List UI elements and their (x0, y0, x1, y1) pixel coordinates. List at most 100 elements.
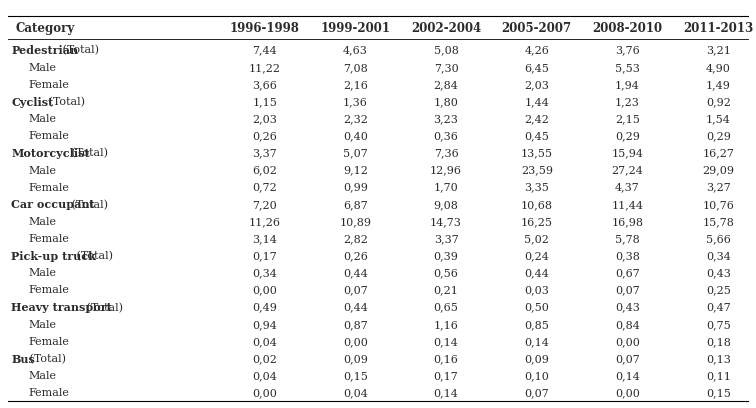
Text: 2,03: 2,03 (253, 114, 277, 124)
Text: 0,44: 0,44 (525, 268, 549, 278)
Text: 0,49: 0,49 (253, 303, 277, 313)
Text: Female: Female (28, 131, 69, 141)
Text: 1,44: 1,44 (525, 97, 549, 107)
Text: 2008-2010: 2008-2010 (593, 22, 662, 35)
Text: 1,70: 1,70 (434, 183, 458, 193)
Text: Male: Male (28, 114, 56, 124)
Text: 3,66: 3,66 (253, 80, 277, 90)
Text: (Total): (Total) (69, 148, 109, 159)
Text: 0,16: 0,16 (434, 354, 458, 364)
Text: 0,00: 0,00 (615, 337, 640, 347)
Text: 0,14: 0,14 (434, 337, 458, 347)
Text: 0,72: 0,72 (253, 183, 277, 193)
Text: Male: Male (28, 166, 56, 175)
Text: 0,44: 0,44 (343, 303, 367, 313)
Text: 1,54: 1,54 (706, 114, 730, 124)
Text: 0,00: 0,00 (343, 337, 367, 347)
Text: 12,96: 12,96 (430, 166, 462, 175)
Text: 0,36: 0,36 (434, 131, 458, 141)
Text: 2,16: 2,16 (343, 80, 367, 90)
Text: 5,02: 5,02 (525, 234, 549, 244)
Text: 0,07: 0,07 (615, 286, 640, 295)
Text: 0,43: 0,43 (615, 303, 640, 313)
Text: 1,23: 1,23 (615, 97, 640, 107)
Text: 1,15: 1,15 (253, 97, 277, 107)
Text: Male: Male (28, 63, 56, 73)
Text: 0,40: 0,40 (343, 131, 367, 141)
Text: 2,82: 2,82 (343, 234, 367, 244)
Text: (Total): (Total) (69, 200, 109, 210)
Text: 3,35: 3,35 (525, 183, 549, 193)
Text: 0,07: 0,07 (525, 388, 549, 398)
Text: 1,80: 1,80 (434, 97, 458, 107)
Text: 7,08: 7,08 (343, 63, 367, 73)
Text: 1,49: 1,49 (706, 80, 730, 90)
Text: 2011-2013: 2011-2013 (683, 22, 753, 35)
Text: 0,26: 0,26 (253, 131, 277, 141)
Text: 2,32: 2,32 (343, 114, 367, 124)
Text: 4,37: 4,37 (615, 183, 640, 193)
Text: 16,27: 16,27 (702, 149, 734, 158)
Text: 0,26: 0,26 (343, 251, 367, 261)
Text: 0,04: 0,04 (343, 388, 367, 398)
Text: (Total): (Total) (26, 354, 66, 364)
Text: 0,17: 0,17 (434, 371, 458, 381)
Text: 0,13: 0,13 (706, 354, 730, 364)
Text: 14,73: 14,73 (430, 217, 462, 227)
Text: 7,44: 7,44 (253, 46, 277, 55)
Text: 0,09: 0,09 (343, 354, 367, 364)
Text: 1996-1998: 1996-1998 (230, 22, 299, 35)
Text: 0,17: 0,17 (253, 251, 277, 261)
Text: 2002-2004: 2002-2004 (411, 22, 481, 35)
Text: 0,92: 0,92 (706, 97, 730, 107)
Text: 0,56: 0,56 (434, 268, 458, 278)
Text: 0,00: 0,00 (253, 388, 277, 398)
Text: 0,07: 0,07 (343, 286, 367, 295)
Text: 9,08: 9,08 (434, 200, 458, 210)
Text: 5,53: 5,53 (615, 63, 640, 73)
Text: 0,11: 0,11 (706, 371, 730, 381)
Text: 9,12: 9,12 (343, 166, 367, 175)
Text: Category: Category (15, 22, 74, 35)
Text: 15,94: 15,94 (612, 149, 643, 158)
Text: 0,09: 0,09 (525, 354, 549, 364)
Text: Cyclist: Cyclist (11, 97, 54, 107)
Text: Female: Female (28, 183, 69, 193)
Text: 4,26: 4,26 (525, 46, 549, 55)
Text: 10,89: 10,89 (339, 217, 371, 227)
Text: Female: Female (28, 286, 69, 295)
Text: Female: Female (28, 337, 69, 347)
Text: 5,07: 5,07 (343, 149, 367, 158)
Text: Female: Female (28, 388, 69, 398)
Text: 0,24: 0,24 (525, 251, 549, 261)
Text: 7,36: 7,36 (434, 149, 458, 158)
Text: (Total): (Total) (45, 97, 85, 107)
Text: 0,25: 0,25 (706, 286, 730, 295)
Text: Male: Male (28, 371, 56, 381)
Text: 0,34: 0,34 (706, 251, 730, 261)
Text: 2005-2007: 2005-2007 (502, 22, 572, 35)
Text: 0,45: 0,45 (525, 131, 549, 141)
Text: 11,22: 11,22 (249, 63, 280, 73)
Text: Female: Female (28, 234, 69, 244)
Text: 3,21: 3,21 (706, 46, 730, 55)
Text: 1999-2001: 1999-2001 (321, 22, 390, 35)
Text: Heavy transport: Heavy transport (11, 302, 112, 313)
Text: 4,90: 4,90 (706, 63, 730, 73)
Text: 0,50: 0,50 (525, 303, 549, 313)
Text: 0,04: 0,04 (253, 371, 277, 381)
Text: 4,63: 4,63 (343, 46, 367, 55)
Text: 11,44: 11,44 (612, 200, 643, 210)
Text: (Total): (Total) (82, 302, 122, 313)
Text: 3,76: 3,76 (615, 46, 640, 55)
Text: Motorcyclist: Motorcyclist (11, 148, 90, 159)
Text: Car occupant: Car occupant (11, 200, 95, 210)
Text: 3,23: 3,23 (434, 114, 458, 124)
Text: 1,16: 1,16 (434, 320, 458, 330)
Text: (Total): (Total) (73, 251, 113, 262)
Text: 3,37: 3,37 (253, 149, 277, 158)
Text: Male: Male (28, 268, 56, 278)
Text: 2,03: 2,03 (525, 80, 549, 90)
Text: 23,59: 23,59 (521, 166, 553, 175)
Text: 0,07: 0,07 (615, 354, 640, 364)
